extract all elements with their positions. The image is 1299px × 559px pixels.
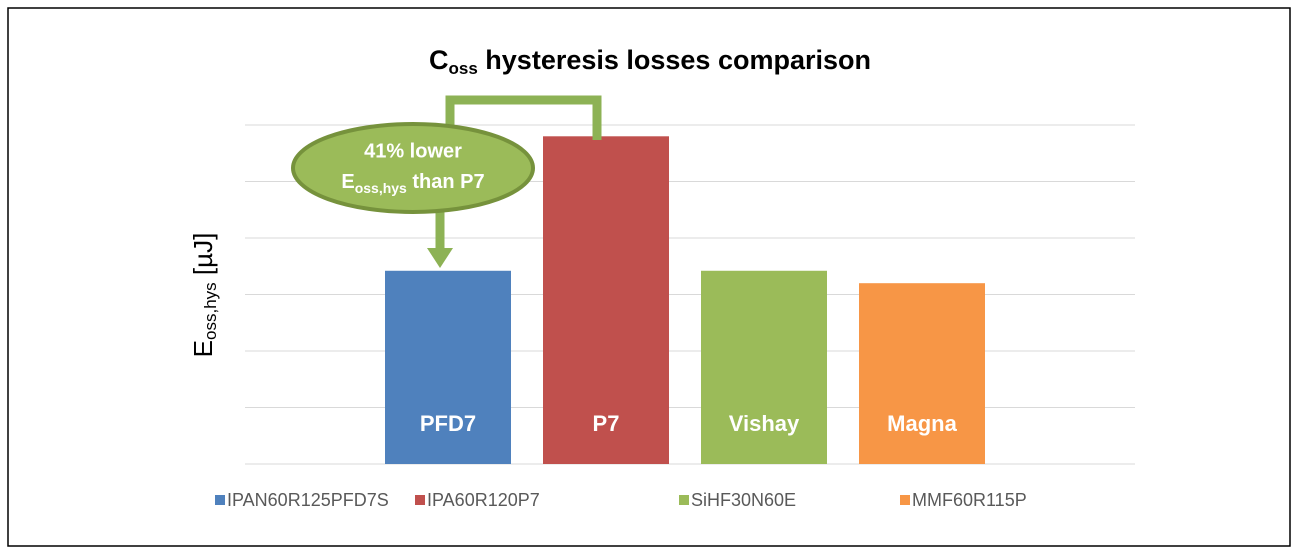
legend-swatch [900, 495, 910, 505]
legend: IPAN60R125PFD7S IPA60R120P7 SiHF30N60E MMF6… [215, 490, 1027, 510]
bar-label: PFD7 [420, 411, 476, 436]
callout-rest: than P7 [407, 171, 485, 193]
bar-label: P7 [593, 411, 620, 436]
legend-swatch [679, 495, 689, 505]
callout-line2: Eoss,hys than P7 [341, 171, 484, 195]
bars: PFD7 P7 Vishay Magna [385, 136, 985, 465]
ylabel-main: E [188, 340, 218, 357]
legend-label: IPAN60R125PFD7S [227, 490, 389, 510]
legend-swatch [415, 495, 425, 505]
title-rest: hysteresis losses comparison [478, 45, 871, 75]
annotation: 41% lower Eoss,hys than P7 [291, 95, 602, 268]
legend-swatch [215, 495, 225, 505]
callout-line1: 41% lower [364, 140, 462, 162]
callout [291, 122, 535, 214]
bar-label: Magna [887, 411, 957, 436]
callout-main: E [341, 171, 354, 193]
bar-label: Vishay [729, 411, 800, 436]
title-main: C [429, 45, 449, 75]
title-sub: oss [449, 59, 478, 78]
y-axis-label: Eoss,hys [µJ] [188, 233, 221, 358]
arrow-head [427, 248, 453, 268]
legend-label: IPA60R120P7 [427, 490, 540, 510]
bar [859, 283, 985, 464]
legend-label: SiHF30N60E [691, 490, 796, 510]
ylabel-rest: [µJ] [188, 233, 218, 283]
bar [701, 270, 827, 464]
bracket [445, 95, 602, 140]
bar [543, 136, 669, 465]
bar [385, 270, 511, 464]
chart-title: Coss hysteresis losses comparison [429, 45, 871, 78]
callout-sub: oss,hys [355, 180, 407, 196]
legend-label: MMF60R115P [912, 490, 1027, 510]
ylabel-sub: oss,hys [201, 282, 220, 340]
